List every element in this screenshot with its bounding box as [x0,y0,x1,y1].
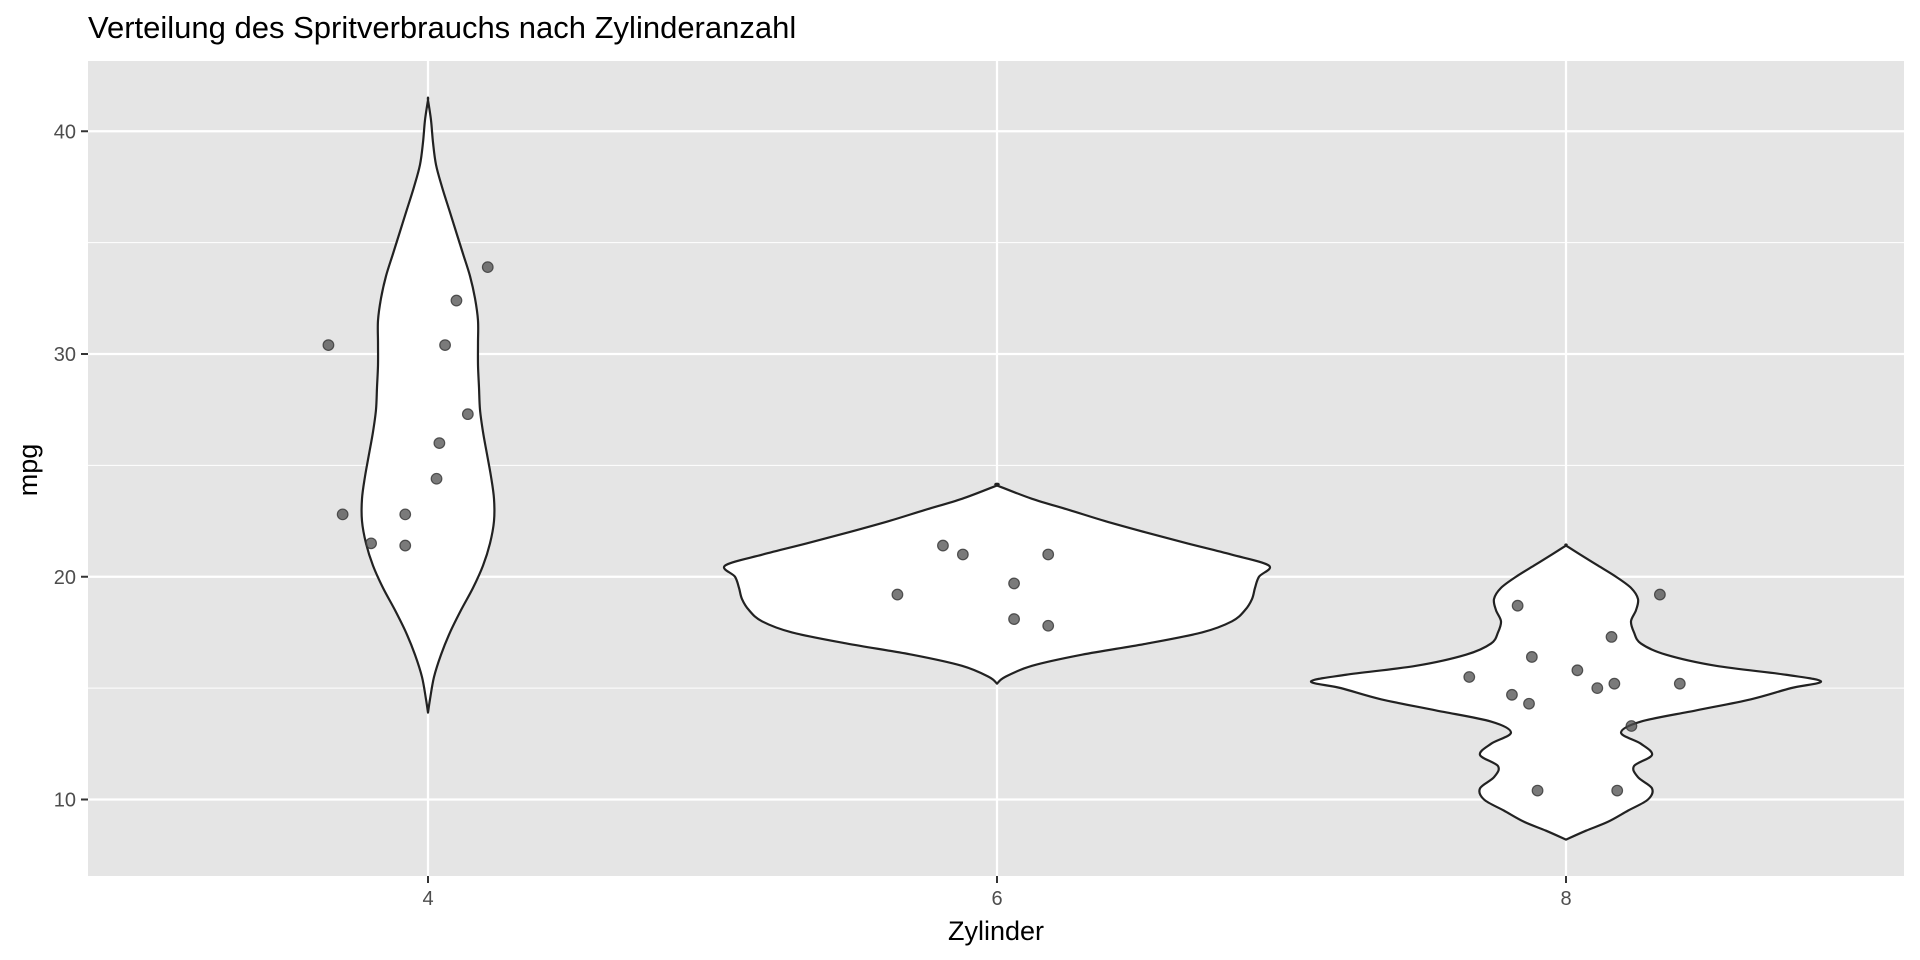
data-point [1608,677,1621,690]
data-point [1008,613,1020,625]
data-point [1525,651,1538,663]
data-point [322,339,335,351]
y-axis-title: mpg [13,444,43,497]
data-point [1042,548,1055,561]
y-tick-label: 40 [54,121,76,143]
data-point [1653,588,1666,601]
data-point [1506,688,1518,701]
data-point [1531,784,1544,797]
chart-title: Verteilung des Spritverbrauchs nach Zyli… [88,10,796,45]
data-point [1008,577,1020,590]
data-point [956,548,969,561]
data-point [1611,784,1624,797]
data-point [1591,682,1604,695]
data-point [399,539,412,552]
axis-ticks: 10 20 30 40 4 6 8 [54,121,1572,910]
data-point [450,294,463,307]
data-point [481,261,494,274]
data-point [1511,599,1524,612]
y-tick-label: 30 [54,344,76,366]
data-point [1523,697,1535,710]
violin-8 [1309,543,1823,841]
x-tick-label: 8 [1560,888,1571,910]
violin-6 [722,482,1272,685]
y-tick-label: 20 [54,567,76,589]
data-point [336,508,349,521]
x-tick-label: 4 [422,888,433,910]
data-point [433,437,446,450]
violins [360,96,1823,841]
data-point [430,472,443,485]
data-point [1605,630,1618,643]
data-point [439,339,451,351]
data-point [461,408,474,421]
violin-4 [360,96,496,714]
data-point [1042,619,1055,632]
data-point [1571,664,1584,677]
data-point [1625,720,1638,732]
y-tick-label: 10 [54,790,76,812]
data-point [891,588,904,601]
data-point [1673,677,1686,690]
data-point [937,539,949,552]
data-point [1463,671,1476,683]
data-points [322,261,1686,797]
x-axis-title: Zylinder [948,916,1044,946]
x-tick-label: 6 [991,888,1002,910]
data-point [365,537,378,550]
data-point [399,508,412,521]
